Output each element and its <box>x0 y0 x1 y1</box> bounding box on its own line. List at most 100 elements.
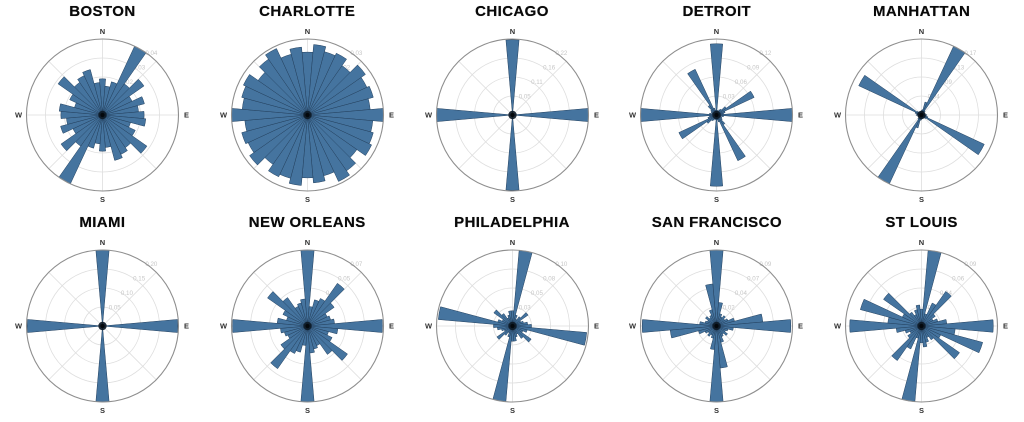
rose-bar <box>505 38 519 115</box>
rose-bar <box>493 309 513 326</box>
center-dot-core <box>100 112 105 117</box>
rose-bar <box>299 298 308 326</box>
rose-bar <box>266 290 308 326</box>
compass-label-north: N <box>509 27 514 36</box>
compass-label-east: E <box>1003 110 1008 119</box>
chart-cell-san-francisco: SAN FRANCISCO 0.02 0.04 0.07 0.09 N E S W <box>614 211 819 422</box>
radial-tick-label: 0.11 <box>531 78 543 85</box>
compass-label-west: W <box>15 110 23 119</box>
compass-label-east: E <box>593 321 598 330</box>
radial-tick-label: 0.10 <box>121 289 134 296</box>
compass-label-west: W <box>629 321 637 330</box>
compass-label-west: W <box>424 110 432 119</box>
center-dot-core <box>714 112 719 117</box>
center-dot-core <box>305 323 310 328</box>
rose-bar <box>921 325 960 359</box>
radial-tick-label: 0.04 <box>145 49 158 56</box>
rose-bar <box>306 302 335 326</box>
outer-circle <box>25 37 179 192</box>
rose-bar <box>82 68 103 115</box>
chart-title-chicago: CHICAGO <box>475 3 549 20</box>
rose-bar <box>921 290 952 326</box>
outer-circle <box>230 37 384 192</box>
rose-bar <box>99 114 106 151</box>
outer-circle <box>230 248 384 403</box>
grid-spoke <box>102 325 157 380</box>
rose-bar <box>921 325 928 347</box>
rose-bar <box>282 296 308 326</box>
grid-spoke <box>921 114 976 169</box>
compass-label-west: W <box>220 321 228 330</box>
rose-bar <box>496 325 513 340</box>
rose-bar <box>99 78 106 115</box>
grid-spoke <box>662 60 718 115</box>
center-dot-core <box>509 323 515 328</box>
rose-bar <box>280 325 308 349</box>
compass-label-south: S <box>100 195 105 204</box>
rose-bar <box>678 114 718 139</box>
compass-label-east: E <box>798 110 803 119</box>
rose-bar <box>511 325 587 346</box>
chart-title-detroit: DETROIT <box>682 3 752 20</box>
compass-label-east: E <box>184 110 189 119</box>
radial-tick-label: 0.09 <box>964 260 977 267</box>
compass-label-west: W <box>629 110 637 119</box>
chart-title-philadelphia: PHILADELPHIA <box>454 214 570 231</box>
grid-spoke <box>867 114 922 169</box>
radial-tick-label: 0.10 <box>555 260 568 267</box>
rose-bar <box>306 325 333 355</box>
rose-chart-philadelphia: 0.03 0.050.08 0.10 N E S W <box>424 238 598 415</box>
rose-bar <box>242 73 308 115</box>
compass-label-north: N <box>509 238 514 247</box>
chart-title-boston: BOSTON <box>69 3 136 20</box>
chart-title-miami: MIAMI <box>79 214 126 231</box>
radial-tick-label: 0.17 <box>964 49 977 56</box>
rose-bar <box>710 43 724 115</box>
rose-bar <box>505 114 519 191</box>
chart-title-new-orleans: NEW ORLEANS <box>248 214 366 231</box>
rose-bar <box>264 47 308 115</box>
center-dot-core <box>100 323 105 328</box>
radial-tick-label: 0.15 <box>133 275 146 282</box>
radial-tick-label: 0.05 <box>518 93 531 100</box>
outer-circle <box>25 248 179 403</box>
radial-tick-label: 0.20 <box>145 260 158 267</box>
rose-bar <box>289 46 308 115</box>
rose-bar <box>102 114 148 154</box>
rose-bar <box>306 114 326 183</box>
compass-label-east: E <box>389 110 394 119</box>
rose-bar <box>716 90 755 115</box>
radial-tick-label: 0.13 <box>952 64 965 71</box>
radial-tick-label: 0.09 <box>940 78 953 85</box>
radial-tick-label: 0.05 <box>338 275 351 282</box>
grid-spoke <box>457 60 513 115</box>
radial-tick-label: 0.06 <box>952 275 965 282</box>
chart-title-manhattan: MANHATTAN <box>872 3 971 20</box>
rose-bar <box>921 114 985 155</box>
radial-tick-label: 0.04 <box>735 289 748 296</box>
rose-bar <box>921 325 984 353</box>
center-dot-core <box>509 112 515 117</box>
rose-bar <box>891 325 922 361</box>
compass-label-east: E <box>184 321 189 330</box>
rose-bar <box>102 95 145 115</box>
radial-tick-label: 0.05 <box>109 304 122 311</box>
rose-bar <box>93 81 103 115</box>
rose-bar <box>907 325 922 338</box>
compass-label-south: S <box>305 195 310 204</box>
radial-tick-label: 0.08 <box>543 275 556 282</box>
rose-bar <box>921 325 934 340</box>
rose-bar <box>267 114 308 177</box>
rose-bar <box>248 114 308 165</box>
rose-chart-chicago: 0.05 0.110.16 0.22 N E S W <box>424 27 598 204</box>
compass-label-north: N <box>919 238 924 247</box>
rose-chart-san-francisco: 0.02 0.04 0.07 0.09 N E S W <box>629 238 803 415</box>
compass-label-south: S <box>919 406 924 415</box>
compass-label-south: S <box>305 406 310 415</box>
